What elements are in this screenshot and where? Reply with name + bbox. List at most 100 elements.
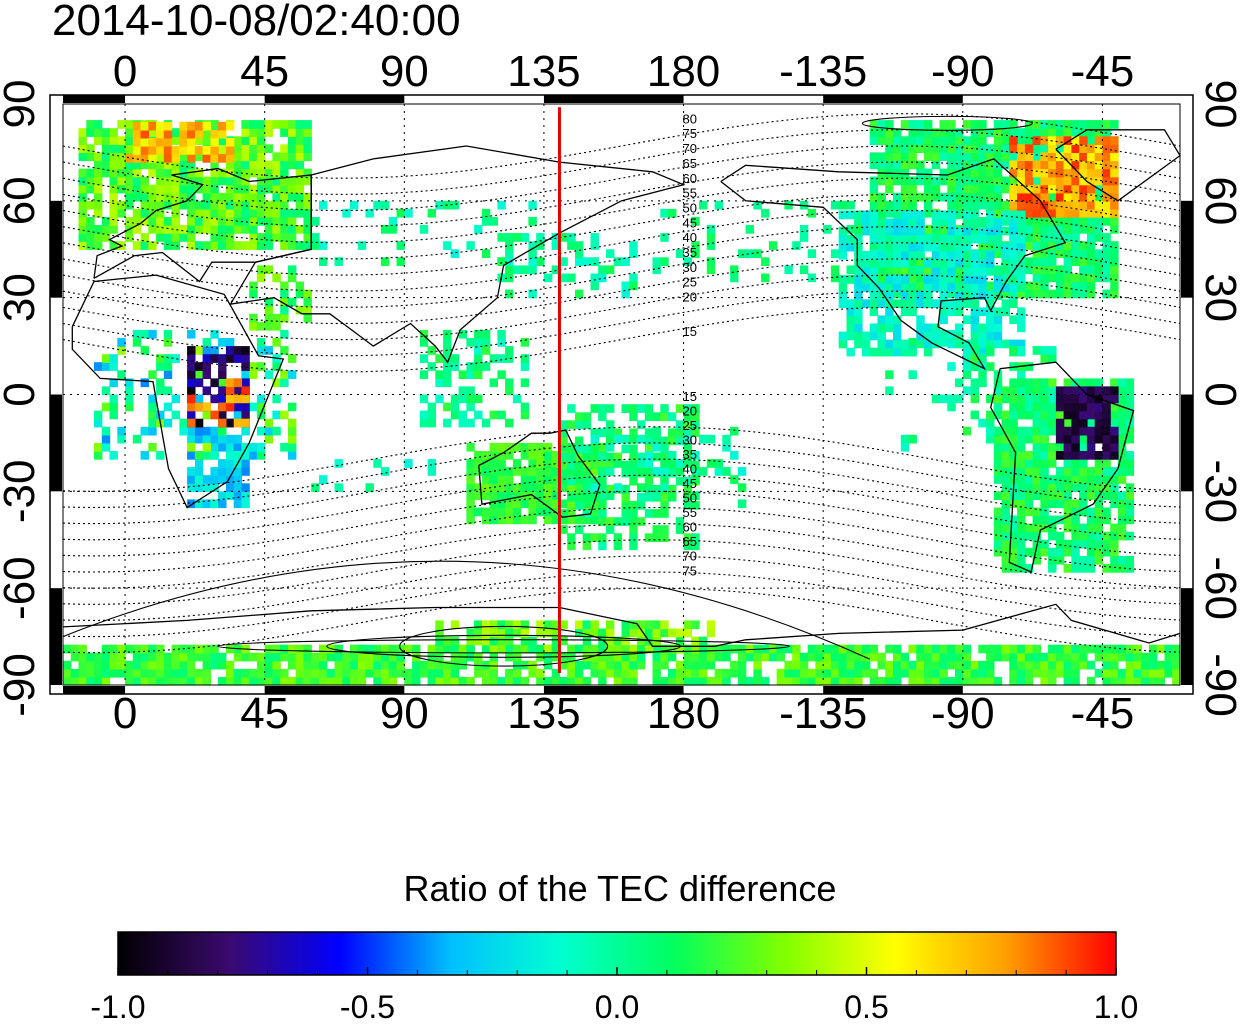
tec-cell [939, 668, 948, 678]
tec-cell [962, 644, 972, 654]
tec-cell [1001, 283, 1010, 292]
tec-cell [575, 451, 584, 460]
tec-cell [94, 152, 103, 162]
tec-cell [156, 644, 165, 654]
tec-cell [652, 668, 661, 678]
tec-cell [1017, 346, 1026, 355]
tec-cell [187, 200, 196, 210]
tec-cell [1040, 217, 1049, 226]
tec-cell [132, 176, 142, 186]
tec-cell [241, 128, 250, 137]
tec-cell [978, 241, 987, 250]
tec-cell [606, 517, 615, 526]
tec-cell [264, 168, 274, 178]
tec-cell [877, 299, 886, 308]
tec-cell [1063, 200, 1072, 210]
tec-cell [854, 241, 863, 250]
tec-cell [916, 265, 925, 275]
tec-cell [939, 291, 948, 300]
tec-cell [233, 386, 243, 396]
tec-cell [543, 628, 553, 638]
tec-cell [1017, 451, 1026, 460]
tec-cell [474, 668, 483, 678]
tec-cell [1032, 176, 1041, 186]
tec-cell [163, 176, 173, 186]
tec-cell [924, 299, 933, 308]
tec-cell [978, 323, 987, 333]
tec-cell [156, 354, 165, 363]
tec-cell [295, 305, 305, 315]
tec-cell [543, 451, 553, 460]
tec-cell [218, 154, 227, 163]
tec-cell [528, 200, 537, 210]
tec-cell [846, 225, 855, 234]
tec-cell [838, 226, 848, 236]
tec-cell [466, 628, 475, 638]
tec-cell [78, 192, 87, 202]
tec-cell [225, 346, 235, 355]
tec-cell [1024, 257, 1034, 266]
tec-cell [140, 451, 149, 460]
tec-cell [1048, 418, 1057, 428]
tec-cell [1071, 168, 1080, 178]
tec-cell [993, 523, 1003, 533]
tec-cell [1055, 483, 1065, 492]
tec-cell [877, 242, 886, 252]
tec-cell [893, 347, 902, 357]
tec-cell [893, 176, 902, 186]
tec-cell [598, 644, 607, 654]
tec-cell [1086, 644, 1096, 654]
tec-cell [652, 525, 661, 534]
tec-cell [1001, 250, 1010, 260]
tec-cell [225, 217, 235, 226]
tec-cell [303, 136, 312, 145]
tec-cell [295, 225, 305, 234]
tec-cell [1094, 475, 1104, 484]
tec-cell [660, 501, 669, 510]
tec-cell [629, 434, 638, 444]
tec-cell [1040, 152, 1049, 162]
tec-cell [916, 299, 925, 308]
tec-cell [280, 289, 289, 299]
tec-cell [986, 258, 995, 268]
tec-cell [1079, 426, 1088, 436]
tec-cell [187, 418, 196, 428]
tec-cell [233, 176, 243, 186]
tec-cell [365, 668, 374, 678]
tec-cell [210, 652, 219, 662]
tec-cell [481, 620, 491, 630]
tec-cell [70, 644, 80, 654]
tec-cell [575, 420, 584, 429]
tec-cell [823, 652, 832, 662]
tec-cell [590, 668, 599, 678]
tec-cell [962, 226, 972, 236]
tec-cell [986, 168, 995, 178]
tec-cell [272, 176, 281, 186]
tec-cell [256, 265, 266, 275]
tec-cell [125, 660, 134, 670]
tec-cell [986, 339, 995, 349]
tec-cell [908, 299, 917, 308]
tec-cell [629, 249, 638, 258]
tec-cell [582, 412, 592, 421]
tec-cell [947, 176, 956, 186]
tec-cell [931, 339, 941, 349]
tec-cell [489, 636, 498, 646]
tec-cell [675, 428, 685, 438]
tec-cell [303, 297, 312, 307]
tec-cell [862, 275, 871, 284]
tec-cell [877, 200, 886, 210]
tec-cell [218, 676, 227, 686]
tec-cell [993, 378, 1003, 388]
tec-cell [280, 305, 289, 315]
tec-cell [644, 404, 654, 413]
lon-tick-label-bottom: 90 [380, 689, 429, 738]
tec-cell [1017, 507, 1026, 517]
tec-cell [691, 404, 700, 413]
tec-cell [893, 200, 902, 210]
tec-cell [877, 218, 886, 228]
tec-cell [1055, 225, 1065, 234]
tec-cell [187, 208, 196, 218]
tec-cell [1071, 200, 1080, 210]
tec-cell [373, 459, 382, 468]
